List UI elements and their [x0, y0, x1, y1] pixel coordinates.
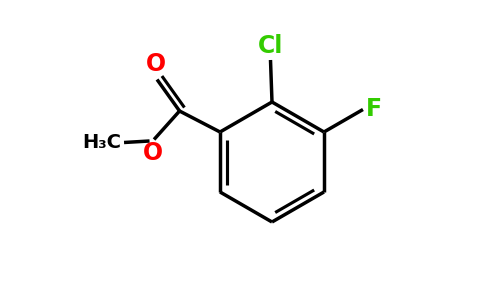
- Text: O: O: [142, 141, 163, 165]
- Text: H₃C: H₃C: [82, 133, 121, 152]
- Text: F: F: [366, 98, 382, 122]
- Text: Cl: Cl: [258, 34, 283, 58]
- Text: O: O: [146, 52, 166, 76]
